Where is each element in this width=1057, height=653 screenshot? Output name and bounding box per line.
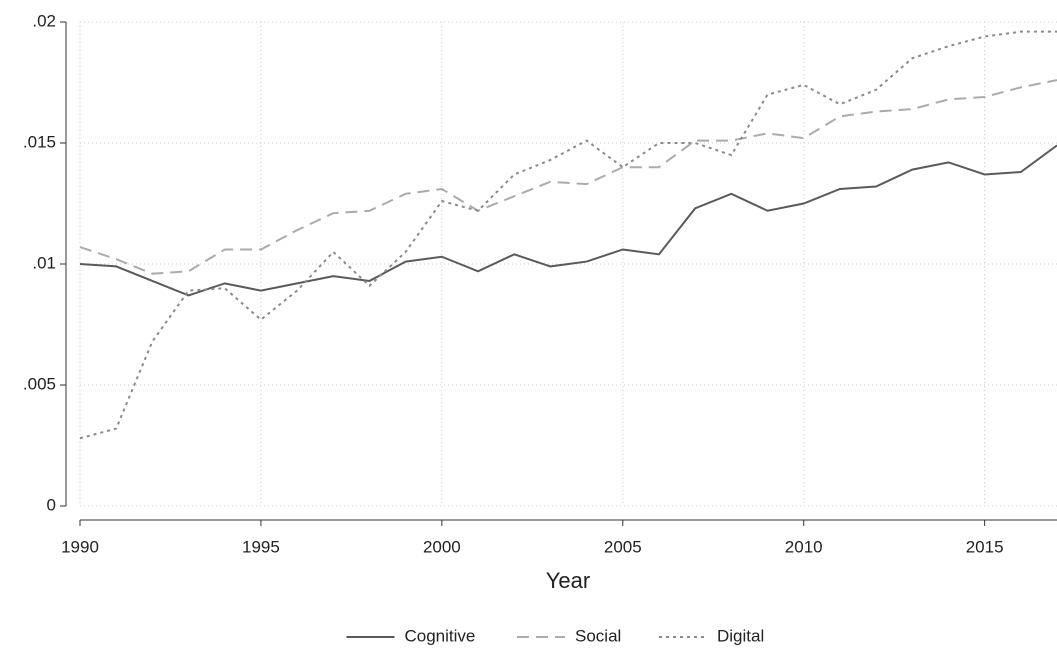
y-tick-label: .01 — [32, 253, 56, 272]
series-line — [79, 79, 1057, 275]
legend-label: Cognitive — [405, 626, 476, 645]
x-tick-label: 2010 — [785, 537, 823, 556]
legend-label: Digital — [717, 626, 764, 645]
legend-label: Social — [575, 626, 621, 645]
x-tick-label: 2015 — [966, 537, 1004, 556]
x-tick-label: 1995 — [242, 537, 280, 556]
x-tick-label: 1990 — [61, 537, 99, 556]
y-tick-label: 0 — [47, 495, 56, 514]
series-line — [79, 30, 1057, 440]
x-tick-label: 2005 — [604, 537, 642, 556]
series-line — [79, 144, 1057, 297]
y-tick-label: .015 — [23, 132, 56, 151]
y-tick-label: .02 — [32, 11, 56, 30]
x-axis-title: Year — [546, 568, 590, 593]
x-tick-label: 2000 — [423, 537, 461, 556]
y-tick-label: .005 — [23, 374, 56, 393]
